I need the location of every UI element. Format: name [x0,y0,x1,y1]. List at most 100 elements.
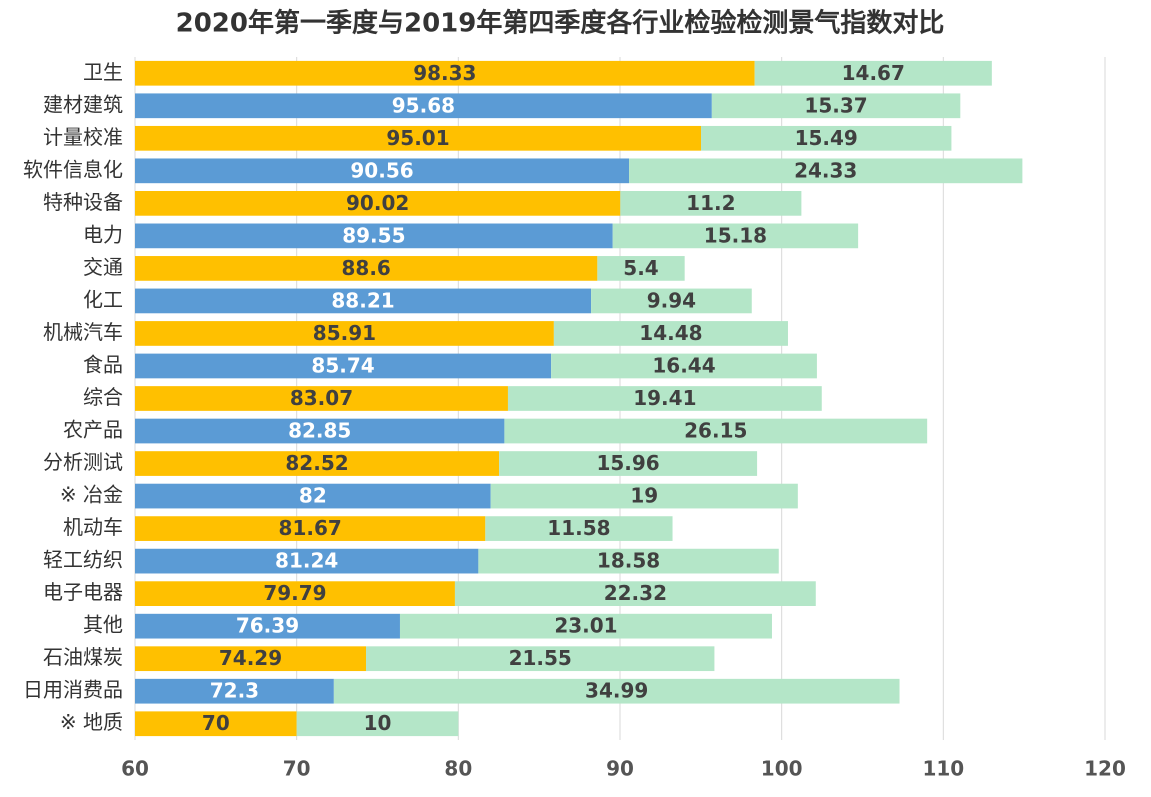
data-label: 14.67 [842,61,905,85]
x-tick-label: 60 [121,757,149,781]
bar-segment [711,93,961,119]
data-label: 82.85 [288,419,351,443]
y-tick-label: 食品 [83,352,123,376]
bar-segment [591,288,752,314]
data-label: 82 [299,484,327,508]
data-label: 95.01 [386,126,449,150]
y-tick-label: 建材建筑 [43,92,123,116]
data-label: 90.56 [350,158,413,182]
bar-segment [135,353,552,379]
bar-segment [135,93,712,119]
x-tick-label: 70 [283,757,311,781]
data-label: 83.07 [290,386,353,410]
bar-segment [504,418,928,444]
y-tick-label: 农产品 [63,418,123,442]
data-label: 15.49 [795,126,858,150]
data-label: 15.37 [804,93,867,117]
y-tick-label: 其他 [83,613,123,637]
bar-segment [454,581,816,607]
y-tick-label: 电力 [83,222,123,246]
y-tick-label: 特种设备 [43,190,123,214]
bar-segment [135,190,621,216]
bar-segment [620,190,802,216]
y-tick-label: 卫生 [83,60,123,84]
data-label: 81.24 [275,549,338,573]
data-label: 98.33 [413,61,476,85]
data-label: 15.18 [704,223,767,247]
bar-segment [135,483,491,509]
x-tick-label: 120 [1084,757,1126,781]
bar-segment [700,125,952,151]
bar-segment [135,581,455,607]
y-tick-label: 机械汽车 [43,320,123,344]
data-label: 95.68 [392,93,455,117]
data-label: 18.58 [597,549,660,573]
data-label: 34.99 [585,679,648,703]
bar-segment [135,158,630,184]
bar-segment [135,60,755,86]
y-tick-label: 化工 [83,287,123,311]
y-tick-label: ※ 地质 [60,710,123,734]
bar-segment [135,321,554,346]
data-label: 11.2 [686,191,735,215]
y-tick-label: 日用消费品 [23,678,123,702]
data-label: 11.58 [547,516,610,540]
bar-segment [553,321,788,346]
data-label: 89.55 [342,223,405,247]
x-tick-label: 90 [606,757,634,781]
data-label: 79.79 [263,581,326,605]
bar-segment [612,223,859,249]
data-label: 15.96 [596,451,659,475]
data-label: 19 [630,484,658,508]
data-label: 16.44 [652,353,715,377]
y-tick-label: 软件信息化 [23,157,123,181]
bar-segment [490,483,798,509]
data-label: 19.41 [633,386,696,410]
y-tick-label: 机动车 [63,515,123,539]
data-label: 90.02 [346,191,409,215]
bar-segment [499,451,758,476]
bar-segment [135,516,486,541]
data-label: 24.33 [794,158,857,182]
data-label: 5.4 [623,256,658,280]
y-tick-label: ※ 冶金 [60,483,123,507]
y-tick-label: 电子电器 [43,580,123,604]
data-label: 22.32 [604,581,667,605]
bar-segment [135,613,400,639]
data-label: 23.01 [554,614,617,638]
bar-segment [135,223,613,249]
y-tick-label: 计量校准 [43,125,123,149]
data-label: 88.6 [342,256,391,280]
y-tick-label: 轻工纺织 [43,548,123,572]
data-label: 85.74 [311,353,374,377]
x-tick-label: 80 [444,757,472,781]
bar-segment [135,288,592,314]
data-label: 26.15 [684,419,747,443]
data-label: 14.48 [639,321,702,345]
chart-title: 2020年第一季度与2019年第四季度各行业检验检测景气指数对比 [176,8,945,39]
data-label: 82.52 [285,451,348,475]
data-label: 9.94 [647,288,696,312]
data-label: 76.39 [236,614,299,638]
data-label: 70 [202,711,230,735]
y-tick-label: 综合 [83,385,123,409]
bar-segment [366,646,715,672]
y-tick-label: 分析测试 [43,450,123,474]
bar-segment [754,60,992,86]
bar-segment [135,646,367,672]
x-tick-label: 110 [922,757,964,781]
bar-segment [551,353,817,379]
bar-segment [296,711,459,737]
data-label: 72.3 [210,679,259,703]
bar-segment [135,678,334,704]
bar-segment [478,548,779,574]
bar-segment [333,678,900,704]
bar-segment [135,418,505,444]
bar-segment [597,256,685,281]
bar-segment [135,451,500,476]
bar-segment [135,548,479,574]
data-label: 21.55 [509,646,572,670]
data-label: 74.29 [219,646,282,670]
bar-segment [135,256,598,281]
bar-segment [135,711,297,737]
